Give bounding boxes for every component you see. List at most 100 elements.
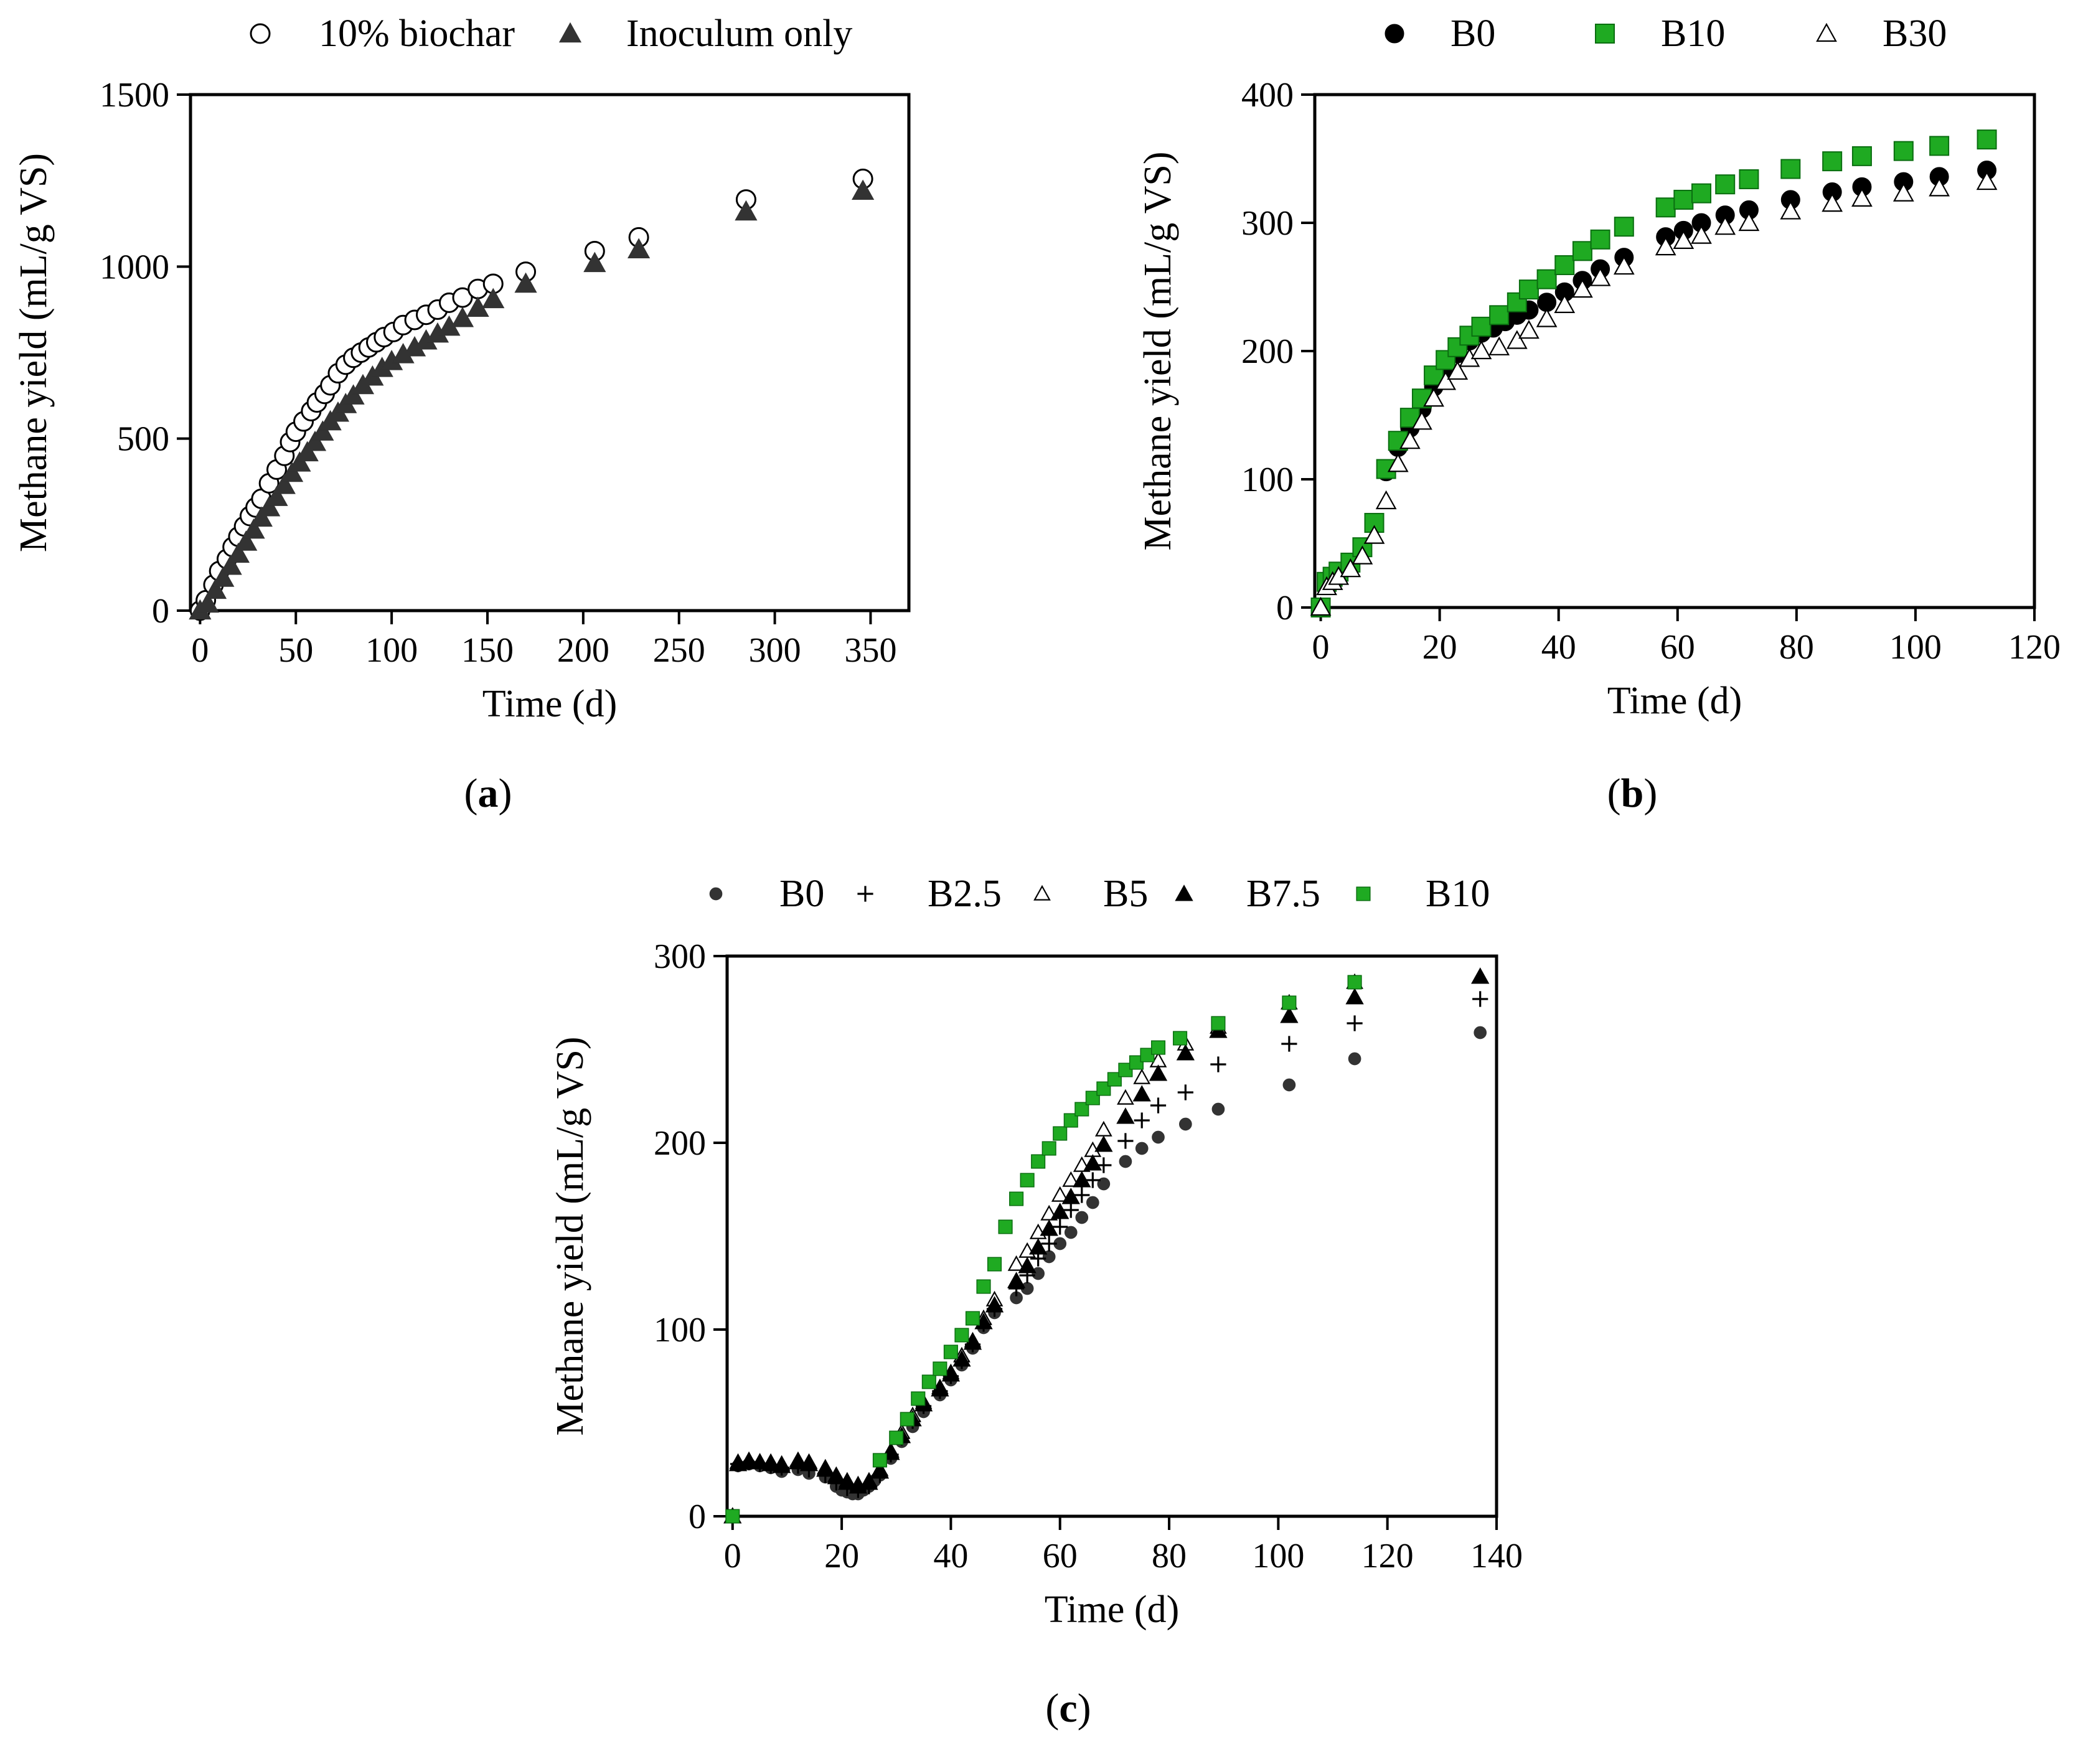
data-point [965, 1311, 980, 1326]
series-b10 [1310, 129, 1997, 617]
panel-label: (c) [1045, 1686, 1091, 1731]
data-point [1074, 1102, 1089, 1117]
x-tick-label: 20 [824, 1537, 859, 1575]
data-point [1518, 319, 1540, 339]
series-b30 [1310, 171, 1998, 616]
data-point [1447, 360, 1469, 380]
data-point [1041, 1236, 1057, 1252]
y-tick-label: 100 [654, 1311, 706, 1349]
data-point [1018, 1257, 1037, 1274]
data-point [1714, 215, 1736, 235]
x-tick-label: 100 [365, 631, 418, 670]
legend-label: B10 [1661, 12, 1725, 55]
data-point [196, 592, 219, 613]
data-point [1084, 1172, 1101, 1188]
panel-label-open: ( [464, 771, 478, 816]
legend-label: B5 [1103, 873, 1148, 915]
data-point [1822, 151, 1843, 172]
data-point [1051, 1203, 1070, 1219]
data-point [1423, 387, 1444, 407]
legend-marker [1033, 884, 1051, 901]
data-point [1589, 267, 1611, 286]
y-axis-title: Methane yield (mL/g VS) [1137, 151, 1179, 550]
data-point [1096, 1081, 1111, 1096]
data-point [1020, 1173, 1035, 1188]
data-point [1282, 1078, 1296, 1092]
data-point [725, 1509, 740, 1524]
data-point [773, 1457, 791, 1473]
data-point [1739, 169, 1759, 189]
x-tick-label: 40 [933, 1537, 968, 1575]
data-point [1075, 1211, 1089, 1224]
data-point [870, 1462, 890, 1479]
data-point [1347, 975, 1362, 990]
data-point [451, 306, 474, 327]
data-point [1536, 308, 1558, 327]
data-point [1116, 1107, 1135, 1124]
legend-marker [1175, 884, 1193, 901]
data-point [1352, 545, 1373, 565]
data-point [954, 1328, 969, 1343]
data-point [311, 420, 334, 441]
y-tick-label: 300 [1241, 204, 1294, 243]
x-tick-label: 40 [1541, 628, 1576, 667]
data-point [1210, 1056, 1226, 1072]
data-point [827, 1468, 845, 1485]
legend-label: B0 [779, 873, 824, 915]
y-tick-label: 400 [1241, 76, 1294, 115]
data-point [1489, 305, 1510, 326]
data-point [1041, 1141, 1056, 1156]
data-point [258, 495, 281, 517]
panel-label-letter: b [1621, 771, 1644, 816]
data-point [1061, 1188, 1080, 1204]
y-tick-label: 1500 [100, 76, 169, 115]
data-point [1073, 1171, 1091, 1188]
data-point [273, 473, 296, 494]
legend-label: B7.5 [1246, 873, 1320, 915]
data-point [1673, 189, 1694, 210]
series-b0 [726, 1026, 1487, 1523]
legend-marker [857, 886, 873, 902]
legend-marker [1816, 22, 1837, 42]
panel-b: 0 100 200 300 400 0 20 40 60 80 100 120 Time (d) Meth… [1137, 12, 2061, 816]
data-point [1822, 192, 1843, 212]
x-tick-label: 250 [653, 631, 705, 670]
x-tick-label: 350 [844, 631, 896, 670]
data-point [1063, 1113, 1078, 1128]
x-tick-label: 200 [557, 631, 609, 670]
data-point [1655, 197, 1676, 218]
data-point [1281, 1036, 1297, 1052]
legend-marker [1356, 886, 1371, 901]
series-inoculum-only [189, 179, 875, 620]
data-point [1094, 1135, 1113, 1152]
x-tick-label: 140 [1470, 1537, 1523, 1575]
legend-marker [558, 22, 582, 43]
data-point [1470, 340, 1492, 360]
data-point [943, 1344, 958, 1359]
data-point [1554, 255, 1575, 275]
data-point [1152, 1130, 1165, 1144]
data-point [219, 554, 242, 575]
data-point [1179, 1117, 1192, 1131]
data-point [789, 1453, 807, 1470]
data-point [750, 1453, 769, 1470]
y-tick-label: 100 [1241, 461, 1294, 499]
data-point [872, 1453, 887, 1468]
data-point [627, 238, 651, 258]
y-tick-label: 500 [117, 420, 169, 459]
data-point [1340, 558, 1361, 578]
data-point [1554, 294, 1576, 313]
data-point [265, 486, 288, 506]
panel-label-letter: a [478, 771, 499, 816]
legend-label: B0 [1450, 12, 1495, 55]
data-point [1032, 1267, 1045, 1280]
data-point [1472, 991, 1488, 1007]
y-tick-label: 1000 [100, 248, 169, 286]
panel-label-letter: c [1059, 1686, 1077, 1731]
data-point [1363, 525, 1385, 544]
panel-label-close: ) [499, 771, 512, 816]
data-point [288, 451, 311, 472]
panel-label-open: ( [1045, 1686, 1059, 1731]
data-point [1590, 229, 1610, 250]
y-tick-label: 300 [654, 937, 706, 976]
